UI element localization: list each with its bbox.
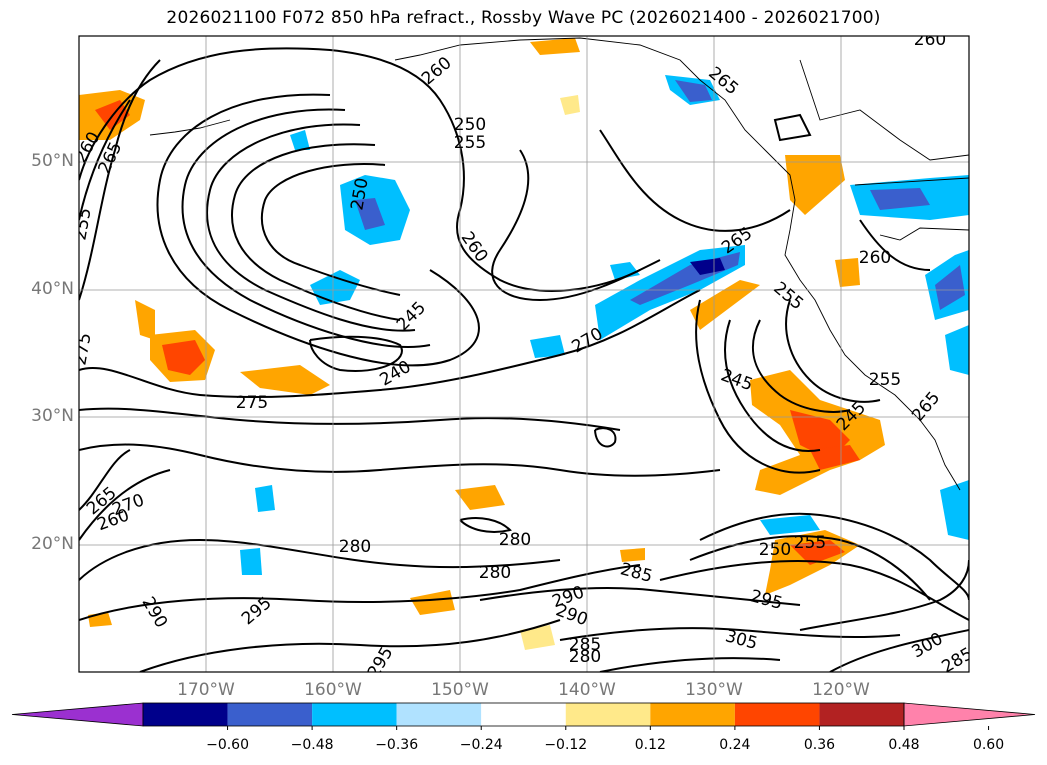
contour-label: 255 bbox=[794, 533, 826, 553]
contour-label: 285 bbox=[569, 635, 601, 655]
contour-label: 280 bbox=[479, 563, 511, 583]
lon-label-140w: 140°W bbox=[558, 680, 616, 700]
colorbar-tick-label: 0.60 bbox=[972, 737, 1005, 753]
lon-label-160w: 160°W bbox=[304, 680, 362, 700]
colorbar-tick-label: −0.60 bbox=[206, 737, 249, 753]
colorbar-tick-label: 0.12 bbox=[634, 737, 666, 753]
contour-label: 250 bbox=[759, 540, 791, 560]
colorbar-tick-label: −0.12 bbox=[544, 737, 588, 753]
colorbar-segment bbox=[650, 703, 735, 726]
lon-label-170w: 170°W bbox=[177, 680, 235, 700]
contour-label: 280 bbox=[339, 537, 371, 557]
map-frame bbox=[78, 35, 970, 673]
colorbar-tick-label: −0.36 bbox=[375, 737, 419, 753]
contour-label: 275 bbox=[70, 331, 95, 366]
shading-layer bbox=[79, 38, 969, 650]
lon-label-130w: 130°W bbox=[685, 680, 743, 700]
map-title: 2026021100 F072 850 hPa refract., Rossby… bbox=[166, 8, 881, 28]
colorbar-segment bbox=[819, 703, 904, 726]
colorbar-tick-label: −0.48 bbox=[290, 737, 334, 753]
colorbar-extend-min bbox=[11, 702, 144, 727]
colorbar-tick-label: −0.24 bbox=[459, 737, 503, 753]
colorbar-frame bbox=[142, 702, 905, 727]
contour-label: 280 bbox=[569, 647, 601, 667]
contour-label: 260 bbox=[859, 248, 891, 268]
colorbar-segment bbox=[481, 703, 566, 726]
contour-lines bbox=[79, 47, 969, 672]
colorbar-extend-max bbox=[903, 702, 1036, 727]
lat-label-50n: 50°N bbox=[31, 151, 74, 171]
contour-label: 255 bbox=[869, 370, 901, 390]
colorbar-tick-label: 0.36 bbox=[803, 737, 836, 753]
colorbar-segment bbox=[565, 703, 651, 726]
colorbar-segment bbox=[143, 703, 228, 726]
lat-label-30n: 30°N bbox=[31, 406, 74, 426]
lat-label-40n: 40°N bbox=[31, 279, 74, 299]
colorbar-tick-label: 0.48 bbox=[888, 737, 920, 753]
graticule bbox=[79, 36, 969, 672]
lon-label-150w: 150°W bbox=[431, 680, 489, 700]
colorbar-segment bbox=[227, 703, 313, 726]
colorbar-segment bbox=[396, 703, 482, 726]
contour-label: 255 bbox=[454, 133, 486, 153]
lon-label-120w: 120°W bbox=[812, 680, 870, 700]
colorbar bbox=[11, 702, 1036, 730]
contour-label: 255 bbox=[70, 206, 95, 241]
contour-label: 250 bbox=[454, 115, 486, 135]
contour-label: 275 bbox=[236, 393, 268, 413]
colorbar-segment bbox=[312, 703, 397, 726]
colorbar-segment bbox=[734, 703, 820, 726]
contour-label: 280 bbox=[499, 530, 531, 550]
colorbar-tick-label: 0.24 bbox=[719, 737, 751, 753]
lat-label-20n: 20°N bbox=[31, 534, 74, 554]
contour-label: 260 bbox=[914, 30, 946, 50]
